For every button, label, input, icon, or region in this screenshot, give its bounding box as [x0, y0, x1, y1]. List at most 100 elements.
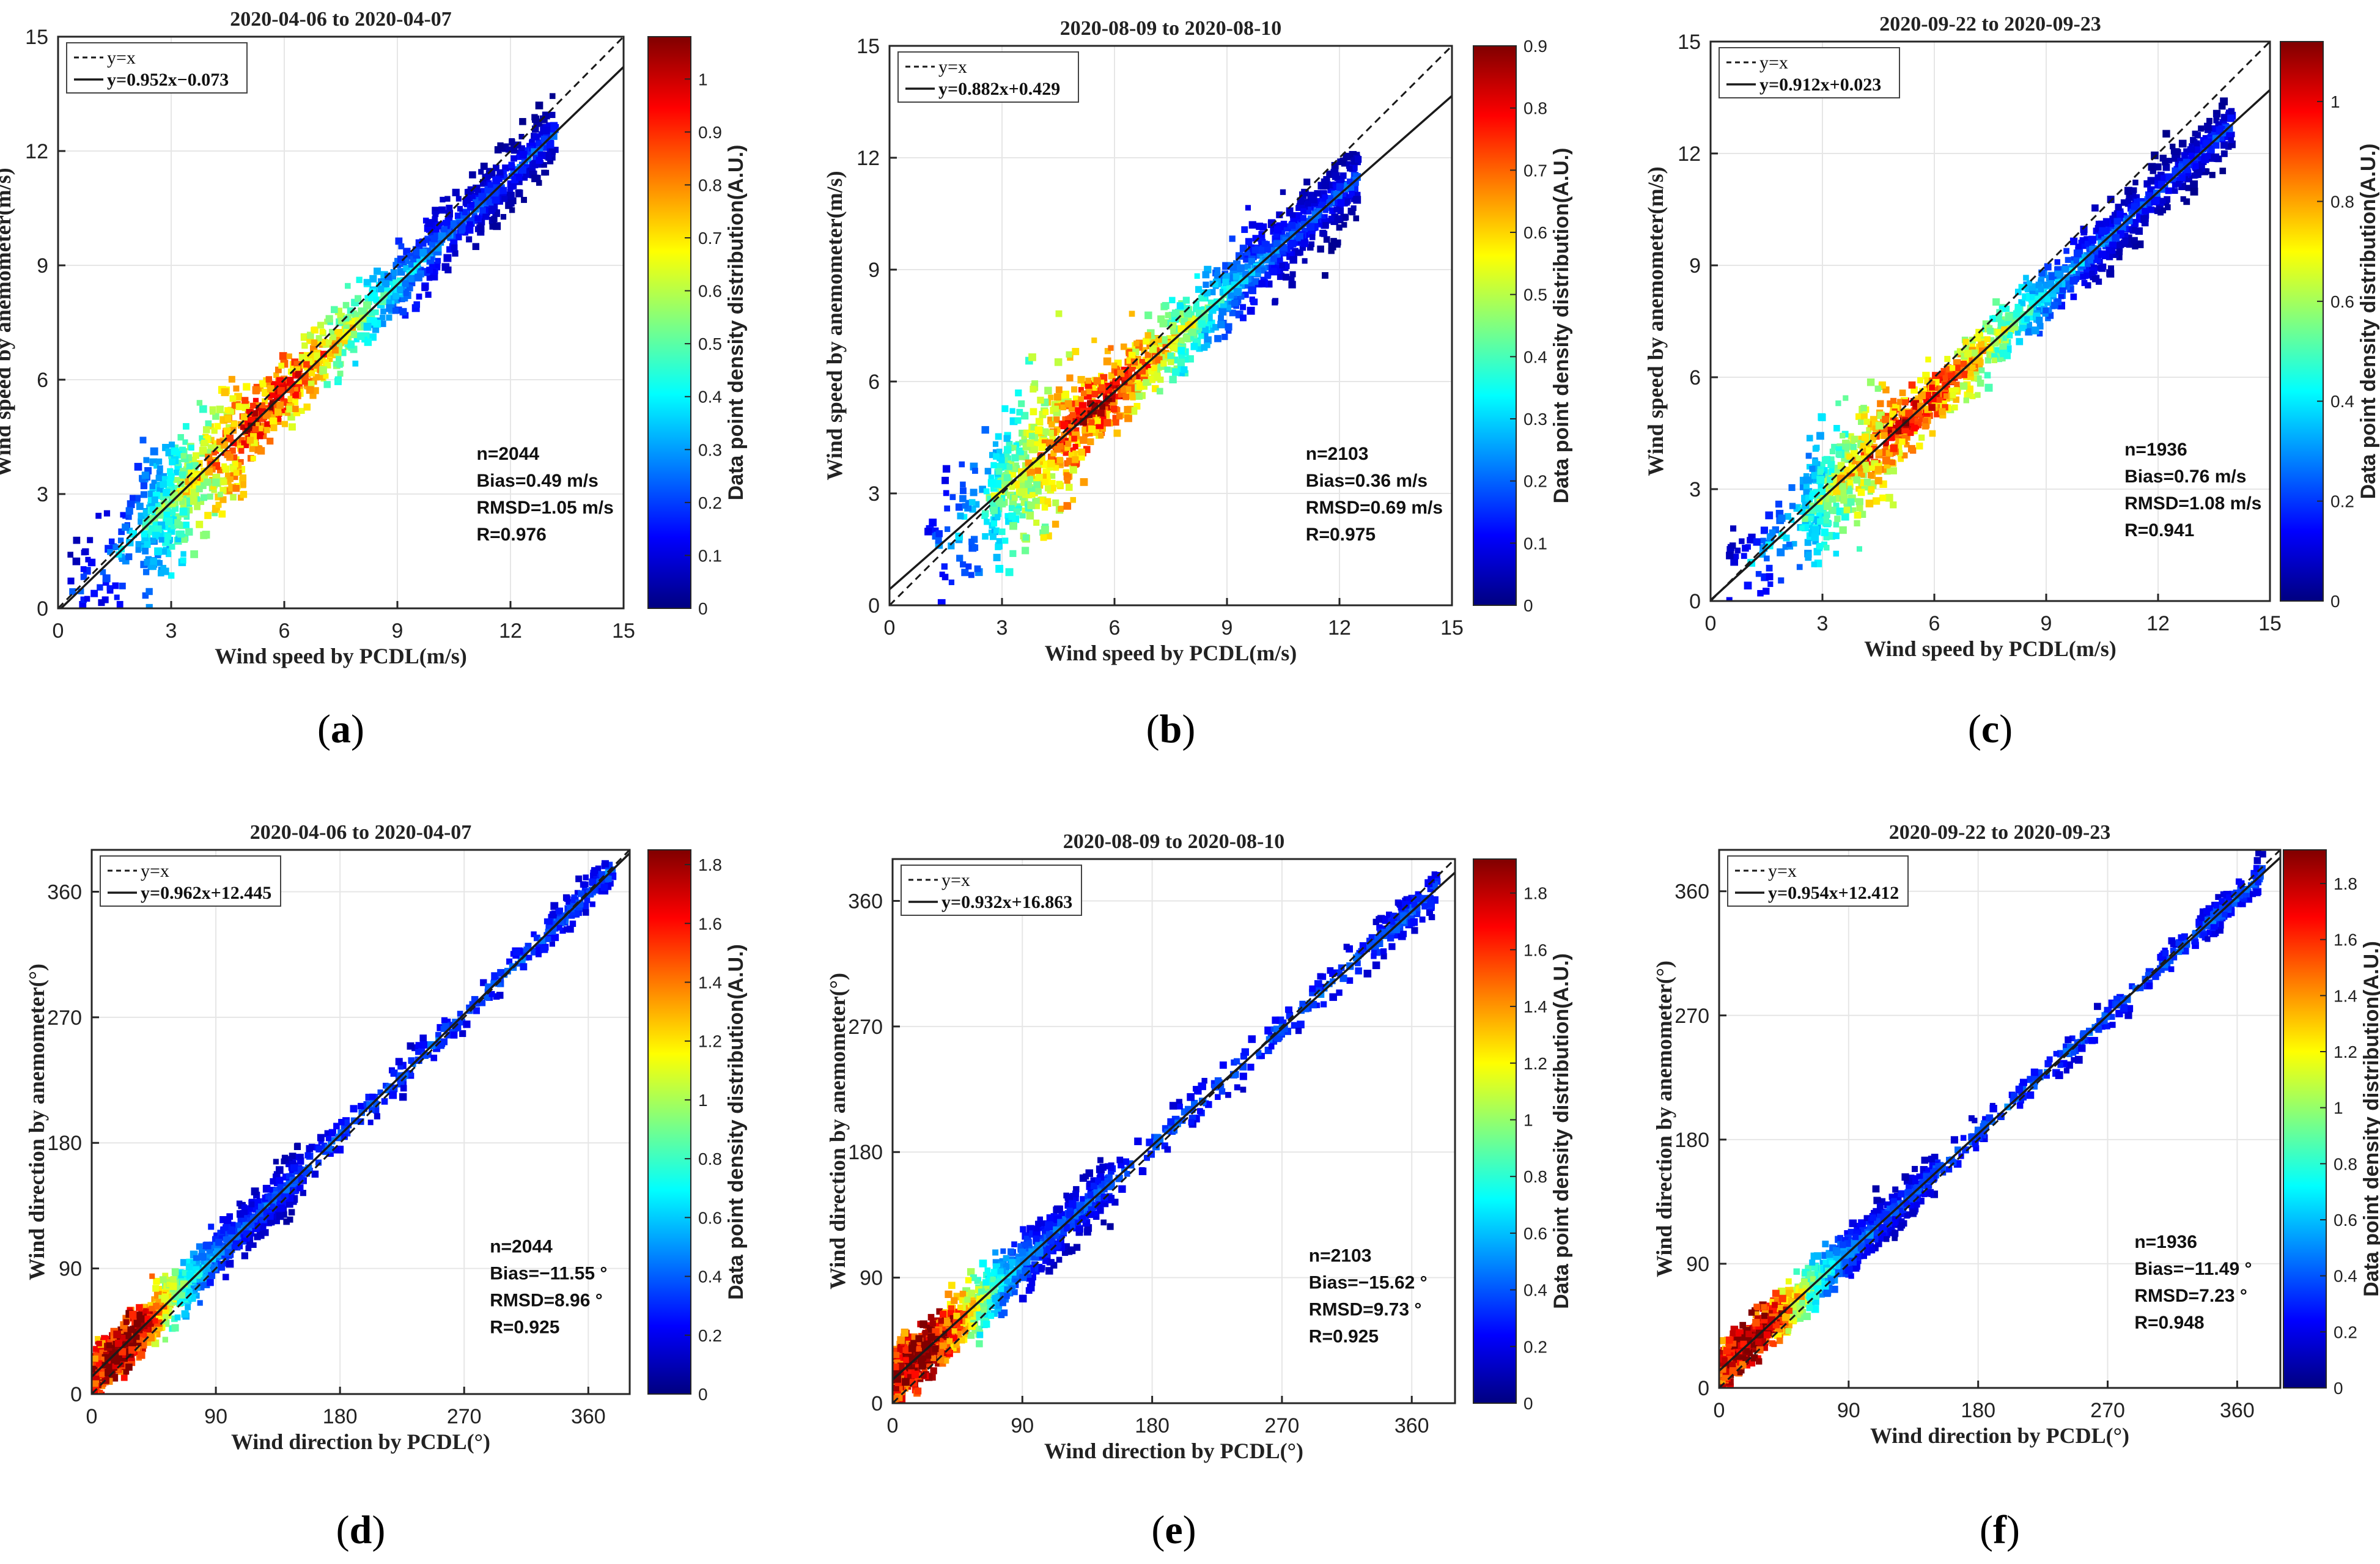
data-point — [430, 1054, 438, 1061]
data-point — [1209, 289, 1216, 295]
data-point — [2205, 153, 2211, 159]
data-point — [1941, 399, 1947, 405]
data-point — [1860, 413, 1868, 420]
data-point — [1142, 356, 1149, 363]
data-point — [331, 347, 339, 354]
data-point — [153, 463, 160, 469]
data-point — [286, 353, 292, 360]
data-point — [142, 547, 149, 555]
data-point — [186, 463, 193, 470]
data-point — [1066, 374, 1074, 382]
data-point — [1259, 246, 1266, 254]
data-point — [1354, 156, 1362, 163]
data-point — [2050, 301, 2058, 309]
data-point — [492, 176, 501, 185]
data-point — [101, 596, 109, 603]
data-point — [515, 190, 523, 197]
data-point — [949, 494, 956, 500]
data-point — [1311, 224, 1319, 231]
data-point — [2044, 263, 2052, 271]
data-point — [1036, 474, 1043, 481]
data-point — [1030, 385, 1037, 393]
data-point — [1226, 284, 1233, 291]
data-point — [1854, 520, 1860, 526]
data-point — [397, 255, 405, 264]
data-point — [1322, 194, 1328, 201]
data-point — [185, 528, 193, 536]
data-point — [1108, 397, 1116, 404]
data-point — [1340, 213, 1348, 221]
stats-annotation: R=0.976 — [477, 525, 547, 545]
data-point — [179, 499, 185, 505]
data-point — [1030, 408, 1037, 416]
data-point — [455, 234, 462, 241]
data-point — [116, 600, 123, 608]
data-point — [1022, 507, 1028, 514]
data-point — [1099, 417, 1107, 425]
data-point — [2162, 158, 2169, 166]
data-point — [1778, 514, 1786, 522]
data-point — [1071, 386, 1078, 393]
data-point — [235, 403, 243, 410]
data-point — [1992, 298, 2000, 306]
data-point — [1259, 267, 1266, 274]
data-point — [1922, 418, 1929, 424]
data-point — [2106, 270, 2115, 278]
data-point — [1170, 328, 1177, 334]
data-point — [2026, 280, 2033, 286]
data-point — [1005, 568, 1014, 577]
data-point — [112, 582, 119, 589]
data-point — [147, 496, 155, 504]
data-point — [2018, 284, 2025, 291]
data-point — [263, 427, 270, 433]
data-point — [547, 158, 554, 164]
data-point — [1879, 381, 1886, 389]
data-point — [1114, 369, 1121, 376]
data-point — [1275, 247, 1282, 254]
data-point — [493, 164, 499, 171]
data-point — [2183, 148, 2191, 156]
data-point — [2170, 143, 2176, 150]
data-point — [179, 446, 186, 454]
y-tick-label: 15 — [1678, 31, 1701, 54]
data-point — [1110, 392, 1116, 399]
data-point — [1342, 192, 1349, 198]
data-point — [161, 476, 169, 483]
data-point — [521, 197, 527, 203]
data-point — [2054, 259, 2060, 265]
data-point — [1030, 492, 1036, 498]
data-point — [174, 477, 180, 483]
data-point — [1932, 385, 1939, 391]
data-point — [1973, 334, 1981, 342]
data-point — [230, 465, 237, 473]
data-point — [519, 150, 527, 159]
data-point — [2143, 204, 2151, 212]
data-point — [1056, 481, 1063, 488]
data-point — [1829, 468, 1837, 475]
data-point — [356, 332, 365, 341]
data-point — [2059, 281, 2066, 288]
data-point — [269, 391, 277, 399]
data-point — [1834, 515, 1841, 522]
data-point — [1156, 388, 1163, 395]
data-point — [430, 268, 437, 275]
data-point — [1138, 359, 1145, 366]
data-point — [2030, 304, 2038, 312]
data-point — [1031, 380, 1039, 387]
data-point — [1085, 387, 1093, 394]
data-point — [1899, 389, 1906, 396]
data-point — [1860, 443, 1868, 451]
data-point — [1044, 485, 1051, 492]
data-point — [179, 471, 186, 479]
colorbar-tick-label: 0.5 — [1523, 286, 1547, 304]
data-point — [170, 516, 177, 523]
data-point — [98, 599, 105, 607]
data-point — [202, 531, 210, 539]
data-point — [342, 338, 348, 344]
data-point — [1280, 189, 1286, 195]
data-point — [79, 600, 87, 608]
data-point — [1027, 501, 1035, 509]
data-point — [1042, 478, 1049, 485]
data-point — [211, 427, 218, 434]
data-point — [438, 232, 446, 240]
